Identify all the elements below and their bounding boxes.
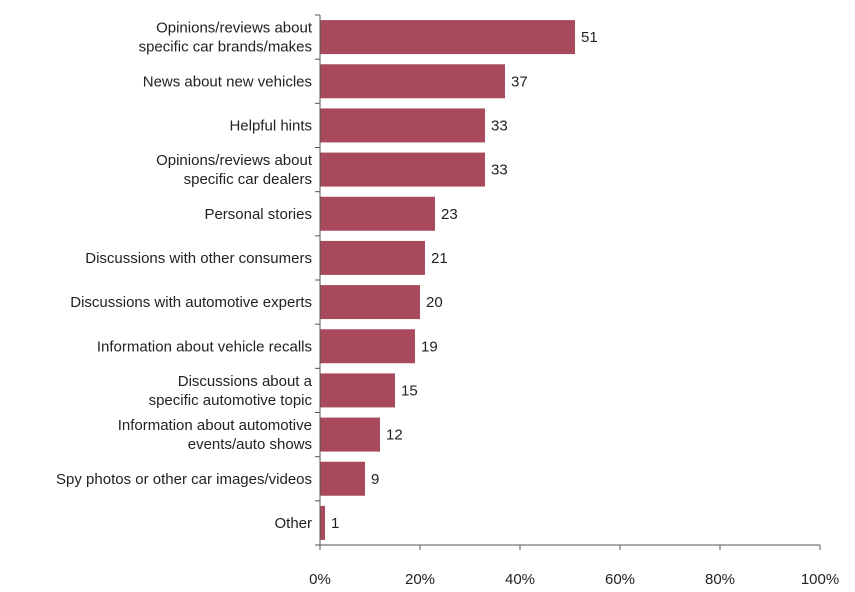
category-label: Helpful hints bbox=[229, 117, 312, 134]
value-label: 15 bbox=[401, 382, 418, 399]
x-tick-label: 60% bbox=[605, 571, 635, 587]
category-label-line: Discussions with automotive experts bbox=[70, 294, 312, 311]
value-label: 33 bbox=[491, 162, 508, 179]
value-label: 21 bbox=[431, 250, 448, 267]
category-label: Opinions/reviews about specific car deale… bbox=[156, 152, 313, 188]
category-label: Other bbox=[274, 515, 312, 532]
category-label: Discussions with automotive experts bbox=[70, 294, 312, 311]
value-label: 20 bbox=[426, 294, 443, 311]
category-label-line: News about new vehicles bbox=[143, 73, 312, 90]
value-label: 23 bbox=[441, 206, 458, 223]
category-label: News about new vehicles bbox=[143, 73, 312, 90]
category-label-line: specific car dealers bbox=[184, 171, 312, 188]
category-label-line: Discussions with other consumers bbox=[85, 250, 312, 267]
bar bbox=[320, 64, 505, 99]
value-label: 1 bbox=[331, 515, 339, 532]
category-label-line: specific car brands/makes bbox=[139, 39, 312, 56]
labels-layer: 0% 20% 40% 60% 80% 100% 51 Opinions/reviews abo… bbox=[56, 20, 839, 588]
bar bbox=[320, 285, 420, 320]
category-label-line: events/auto shows bbox=[188, 436, 312, 453]
category-label-line: Discussions about a bbox=[178, 373, 313, 390]
axis-layer bbox=[315, 14, 821, 550]
x-tick-label: 0% bbox=[309, 571, 331, 587]
category-label: Discussions about a specific automotive t… bbox=[149, 373, 313, 409]
value-label: 19 bbox=[421, 338, 438, 355]
category-label: Opinions/reviews about specific car brand… bbox=[139, 20, 313, 56]
category-label: Information about vehicle recalls bbox=[97, 338, 312, 355]
x-tick-label: 20% bbox=[405, 571, 435, 587]
category-label: Information about automotive events/auto … bbox=[118, 417, 312, 453]
bar bbox=[320, 505, 325, 540]
bar bbox=[320, 240, 425, 275]
bars-layer bbox=[320, 20, 575, 540]
x-tick-label: 100% bbox=[801, 571, 839, 587]
category-label-line: Helpful hints bbox=[229, 117, 312, 134]
category-label-line: Information about vehicle recalls bbox=[97, 338, 312, 355]
x-tick-label: 80% bbox=[705, 571, 735, 587]
value-label: 9 bbox=[371, 471, 379, 488]
category-label: Spy photos or other car images/videos bbox=[56, 471, 312, 488]
category-label-line: Personal stories bbox=[204, 206, 312, 223]
bar bbox=[320, 152, 485, 187]
category-label-line: Other bbox=[274, 515, 312, 532]
bar bbox=[320, 417, 380, 452]
category-label-line: specific automotive topic bbox=[149, 392, 313, 409]
bar bbox=[320, 373, 395, 408]
value-label: 33 bbox=[491, 117, 508, 134]
category-label-line: Information about automotive bbox=[118, 417, 312, 434]
category-label: Personal stories bbox=[204, 206, 312, 223]
bar bbox=[320, 108, 485, 143]
category-label-line: Opinions/reviews about bbox=[156, 20, 313, 37]
category-label-line: Opinions/reviews about bbox=[156, 152, 313, 169]
bar bbox=[320, 20, 575, 55]
bar bbox=[320, 329, 415, 364]
category-label-line: Spy photos or other car images/videos bbox=[56, 471, 312, 488]
x-tick-label: 40% bbox=[505, 571, 535, 587]
category-label: Discussions with other consumers bbox=[85, 250, 312, 267]
bar bbox=[320, 461, 365, 496]
value-label: 37 bbox=[511, 73, 528, 90]
value-label: 12 bbox=[386, 427, 403, 444]
value-label: 51 bbox=[581, 29, 598, 46]
bar bbox=[320, 196, 435, 231]
